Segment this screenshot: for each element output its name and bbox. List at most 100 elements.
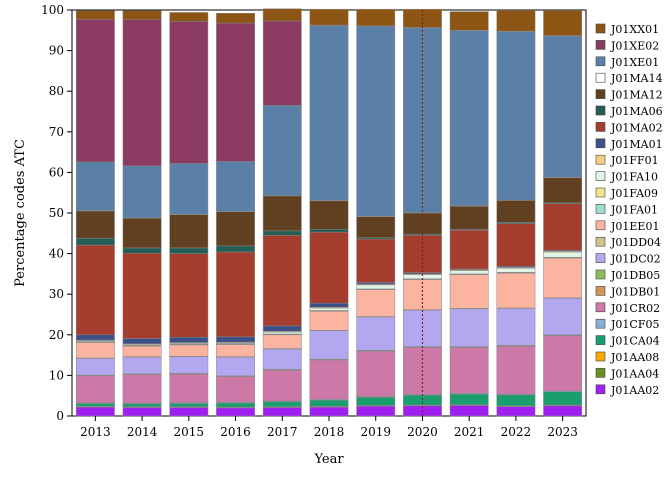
bar-segment-j01ee01-2021 — [449, 274, 489, 309]
legend-swatch-j01ma01 — [595, 138, 606, 149]
bar-segment-j01ca04-2023 — [543, 391, 583, 406]
bar-segment-j01xx01-2019 — [356, 8, 396, 27]
bar-segment-j01xe02-2014 — [122, 19, 162, 167]
bar-segment-j01xe01-2015 — [169, 163, 209, 215]
legend-label-j01aa08: J01AA08 — [610, 351, 659, 364]
y-tick-label: 60 — [49, 165, 64, 179]
bar-segment-j01dc02-2019 — [356, 316, 396, 351]
bar-segment-j01ca04-2021 — [449, 393, 489, 405]
bar-segment-j01ee01-2015 — [169, 344, 209, 357]
x-tick-label: 2018 — [314, 425, 345, 439]
bar-segment-j01xe01-2021 — [449, 30, 489, 206]
bar-segment-j01ca04-2013 — [75, 403, 115, 407]
legend-label-j01ca04: J01CA04 — [610, 335, 660, 348]
legend-label-j01ma06: J01MA06 — [610, 105, 663, 118]
y-tick-label: 70 — [49, 125, 64, 139]
bar-segment-j01xe02-2015 — [169, 21, 209, 164]
x-axis-title: Year — [313, 452, 344, 467]
bar-segment-j01ma12-2022 — [496, 200, 536, 223]
bar-segment-j01ee01-2019 — [356, 289, 396, 317]
x-tick-label: 2022 — [501, 425, 532, 439]
bar-segment-j01cr02-2022 — [496, 345, 536, 395]
bar-segment-j01xx01-2018 — [309, 8, 349, 26]
bar-segment-j01aa02-2013 — [75, 406, 115, 417]
bar-segment-j01xe01-2019 — [356, 25, 396, 217]
bar-segment-j01aa02-2015 — [169, 407, 209, 417]
bar-segment-j01ee01-2016 — [216, 344, 255, 357]
bar-segment-j01ma06-2018 — [309, 228, 349, 233]
bar-segment-j01ma12-2013 — [75, 210, 115, 239]
legend-swatch-j01ma02 — [595, 122, 606, 132]
bar-segment-j01ee01-2017 — [262, 334, 302, 349]
legend-label-j01xx01: J01XX01 — [610, 23, 659, 36]
legend-label-j01fa01: J01FA01 — [610, 203, 658, 216]
bar-segment-j01ma12-2018 — [309, 200, 349, 230]
y-tick-label: 20 — [49, 328, 64, 342]
bar-segment-j01ee01-2023 — [543, 257, 583, 299]
bar-segment-j01ma01-2017 — [262, 325, 302, 332]
legend-label-j01cr02: J01CR02 — [610, 302, 660, 315]
bar-segment-j01ca04-2014 — [122, 403, 162, 407]
bar-segment-j01ma02-2021 — [449, 229, 489, 270]
bar-segment-j01cr02-2014 — [122, 374, 162, 404]
bar-segment-j01aa02-2017 — [262, 407, 302, 417]
legend-swatch-j01db01 — [595, 286, 606, 296]
bar-segment-j01fa10-2017 — [262, 331, 302, 335]
bar-segment-j01ma02-2023 — [543, 203, 583, 251]
bar-segment-j01ma06-2014 — [122, 247, 162, 254]
bar-segment-j01aa02-2014 — [122, 407, 162, 417]
legend-swatch-j01ca04 — [595, 335, 606, 345]
bar-segment-j01ma01-2018 — [309, 302, 349, 308]
bar-segment-j01fa10-2021 — [449, 270, 489, 275]
bar-segment-j01xe01-2013 — [75, 161, 115, 211]
legend-label-j01db05: J01DB05 — [610, 269, 660, 282]
legend-swatch-j01ma12 — [595, 89, 606, 99]
bar-segment-j01ca04-2015 — [169, 403, 209, 407]
bar-segment-j01fa10-2022 — [496, 267, 536, 273]
bar-segment-j01dc02-2016 — [216, 356, 255, 377]
bar-segment-j01ca04-2022 — [496, 394, 536, 407]
x-tick-label: 2014 — [127, 425, 158, 439]
bar-segment-j01ma12-2019 — [356, 216, 396, 239]
bar-segment-j01dc02-2013 — [75, 358, 115, 376]
bar-segment-j01ma01-2013 — [75, 334, 115, 341]
bar-segment-j01ma02-2022 — [496, 223, 536, 267]
y-tick-label: 40 — [49, 247, 64, 261]
legend-label-j01xe01: J01XE01 — [610, 56, 659, 69]
bar-segment-j01cr02-2018 — [309, 359, 349, 400]
bar-segment-j01ma02-2017 — [262, 235, 302, 327]
legend-label-j01ff01: J01FF01 — [610, 154, 659, 167]
bar-segment-j01cr02-2015 — [169, 373, 209, 403]
bar-segment-j01cr02-2019 — [356, 350, 396, 397]
bar-segment-j01ca04-2019 — [356, 397, 396, 406]
legend-swatch-j01ma14 — [595, 72, 606, 83]
legend-label-j01aa04: J01AA04 — [610, 367, 659, 380]
bar-segment-j01cr02-2021 — [449, 347, 489, 394]
legend-swatch-j01xx01 — [595, 23, 606, 34]
bar-segment-j01ma06-2016 — [216, 245, 255, 253]
legend-label-j01xe02: J01XE02 — [610, 39, 659, 52]
bar-segment-j01fa10-2019 — [356, 284, 396, 290]
bar-segment-j01ma12-2014 — [122, 218, 162, 249]
bar-segment-j01aa02-2023 — [543, 405, 583, 417]
bar-segment-j01dc02-2018 — [309, 330, 349, 360]
bar-segment-j01aa02-2018 — [309, 406, 349, 417]
bar-segment-j01aa02-2016 — [216, 407, 255, 417]
bar-segment-j01ma02-2015 — [169, 253, 209, 338]
bar-segment-j01dc02-2020 — [403, 309, 442, 347]
bar-stacks — [75, 8, 583, 417]
bar-segment-j01dc02-2023 — [543, 298, 583, 336]
bar-segment-j01ee01-2014 — [122, 345, 162, 357]
bar-segment-j01xe01-2016 — [216, 161, 255, 212]
bar-segment-j01dc02-2015 — [169, 356, 209, 374]
legend-swatch-j01cr02 — [595, 302, 606, 313]
x-tick-label: 2016 — [220, 425, 251, 439]
bar-segment-j01ee01-2022 — [496, 272, 536, 309]
bar-segment-j01ma02-2019 — [356, 238, 396, 283]
legend-swatch-j01xe02 — [595, 40, 606, 50]
legend-swatch-j01ee01 — [595, 220, 606, 231]
bar-segment-j01ma12-2017 — [262, 195, 302, 232]
legend: J01XX01 J01XE02 J01XE01 J01MA14 J01MA12 J01MA… — [595, 23, 663, 397]
bar-segment-j01ma12-2021 — [449, 205, 489, 230]
